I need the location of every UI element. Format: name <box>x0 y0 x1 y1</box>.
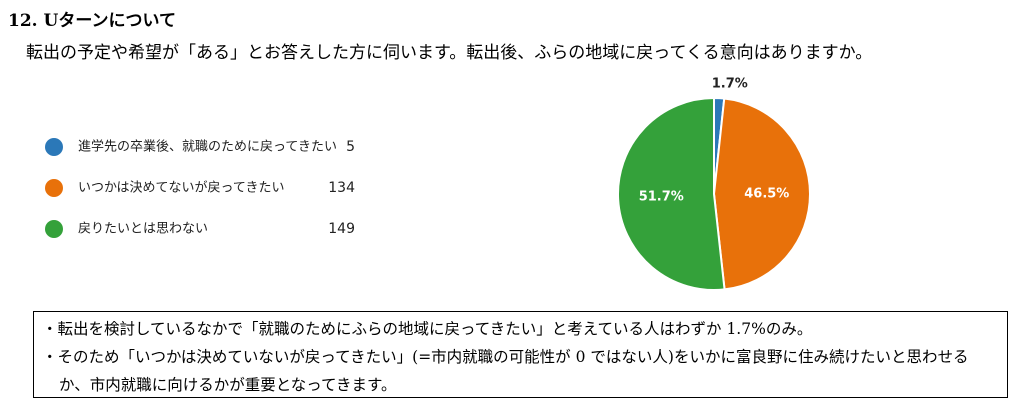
legend-marker <box>45 179 63 197</box>
note: ・転出を検討しているなかで「就職のためにふらの地域に戻ってきたい」と考えている人… <box>42 320 813 338</box>
legend-marker <box>45 220 63 238</box>
section-title: 12. Uターンについて <box>8 11 176 31</box>
slice-label: 1.7% <box>712 77 748 92</box>
legend-label: いつかは決めてないが戻ってきたい <box>78 181 284 196</box>
pie-slice <box>712 97 811 291</box>
legend-marker <box>45 138 63 156</box>
slice-label: 46.5% <box>744 186 789 201</box>
legend-count: 149 <box>328 221 355 237</box>
slice-label: 51.7% <box>639 189 684 204</box>
legend-count: 5 <box>346 139 355 155</box>
notes-box: ・転出を検討しているなかで「就職のためにふらの地域に戻ってきたい」と考えている人… <box>33 311 1008 398</box>
legend-label: 進学先の卒業後、就職のために戻ってきたい <box>78 139 337 155</box>
question: 転出の予定や希望が「ある」とお答えした方に伺います。転出後、ふらの地域に戻ってく… <box>26 43 873 63</box>
pie-slice <box>617 96 726 291</box>
legend-label: 戻りたいとは思わない <box>78 222 208 237</box>
note: ・そのため「いつかは決めていないが戻ってきたい」(=市内就職の可能性が 0 では… <box>42 348 969 394</box>
legend-count: 134 <box>328 180 355 196</box>
